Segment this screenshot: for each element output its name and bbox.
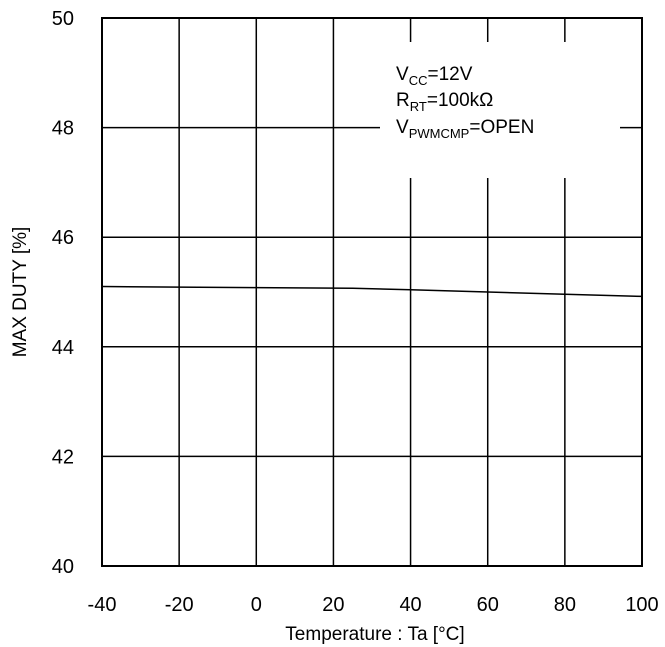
annotation-line-vpwmcmp: VPWMCMP=OPEN	[396, 117, 534, 141]
series-layer	[101, 285, 643, 298]
x-tick-labels: -40 -20 0 20 40 60 80 100	[88, 594, 659, 616]
x-tick-label: 0	[251, 594, 262, 616]
x-tick-label: -40	[88, 594, 117, 616]
annotation-line-rrt: RRT=100kΩ	[396, 90, 493, 114]
x-tick-label: 60	[477, 594, 499, 616]
y-tick-label: 50	[52, 8, 74, 30]
y-tick-label: 46	[52, 227, 74, 249]
y-tick-labels: 40 42 44 46 48 50	[52, 8, 74, 578]
x-tick-label: 40	[399, 594, 421, 616]
y-tick-label: 40	[52, 556, 74, 578]
x-tick-label: 20	[322, 594, 344, 616]
max-duty-series-line	[101, 285, 643, 298]
x-axis-title: Temperature : Ta [°C]	[285, 624, 464, 645]
annotation-line-vcc: VCC=12V	[396, 64, 473, 88]
x-tick-label: -20	[165, 594, 194, 616]
y-tick-label: 42	[52, 446, 74, 468]
y-tick-label: 48	[52, 118, 74, 140]
y-axis-title: MAX DUTY [%]	[10, 227, 31, 358]
y-tick-label: 44	[52, 337, 74, 359]
x-tick-label: 80	[554, 594, 576, 616]
annotation-background	[380, 42, 620, 178]
plot-area-frame	[101, 17, 643, 567]
conditions-annotation: VCC=12V RRT=100kΩ VPWMCMP=OPEN	[396, 64, 534, 141]
x-tick-label: 100	[625, 594, 658, 616]
